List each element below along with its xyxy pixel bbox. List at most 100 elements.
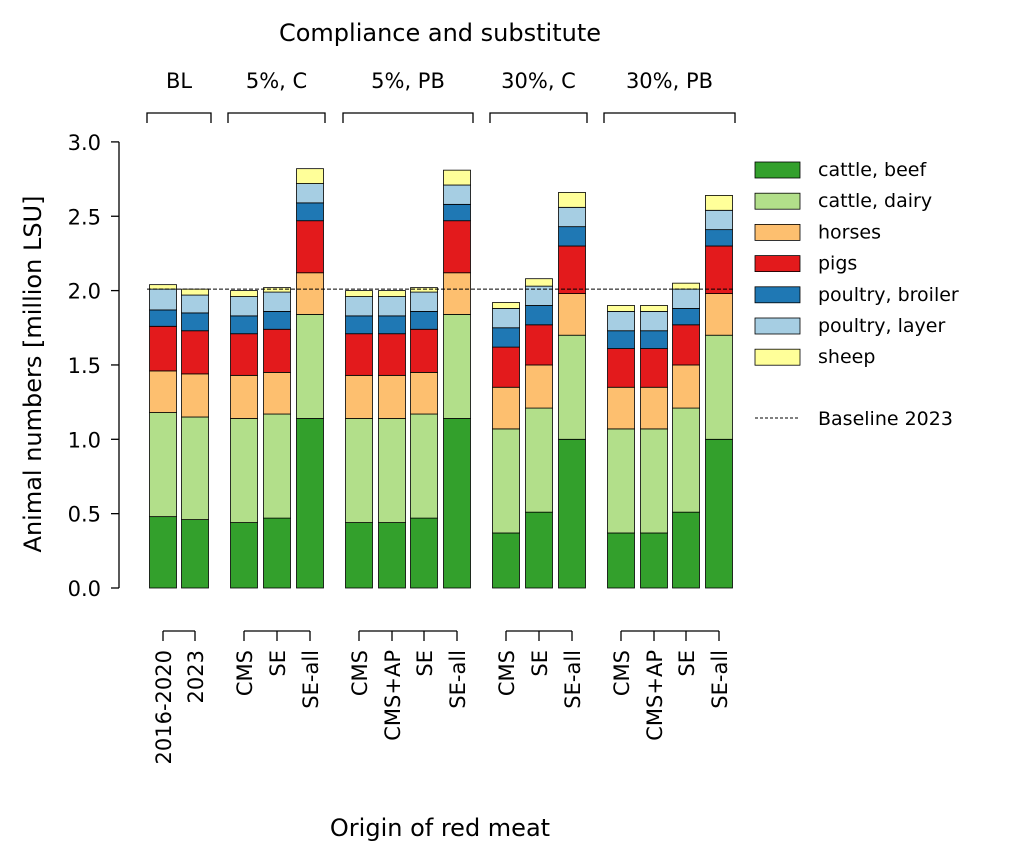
x-tick-label: SE bbox=[528, 650, 552, 677]
y-tick-label: 1.5 bbox=[68, 354, 101, 378]
y-axis-label: Animal numbers [million LSU] bbox=[19, 196, 47, 553]
bar-segment-horses bbox=[607, 386, 635, 430]
bar-segment-cattle-dairy bbox=[378, 418, 406, 523]
bar-segment-sheep bbox=[149, 284, 177, 290]
bar-segment-cattle-beef bbox=[607, 532, 635, 589]
bar-segment-cattle-beef bbox=[672, 511, 700, 589]
bar-segment-horses bbox=[263, 371, 291, 415]
legend-swatch bbox=[754, 223, 801, 241]
bar-segment-pigs bbox=[263, 328, 291, 373]
bar-segment-cattle-beef bbox=[492, 532, 520, 589]
bar-segment-sheep bbox=[263, 287, 291, 293]
bar-segment-cattle-beef bbox=[558, 438, 586, 589]
bar-segment-poultry-layer bbox=[181, 294, 209, 314]
bar-segment-cattle-dairy bbox=[263, 413, 291, 519]
bar-segment-horses bbox=[443, 272, 471, 315]
bar-segment-pigs bbox=[607, 348, 635, 388]
y-tick-label: 0.0 bbox=[68, 577, 101, 601]
x-tick-label: SE bbox=[675, 650, 699, 677]
bar-segment-poultry-layer bbox=[149, 288, 177, 311]
bar-segment-cattle-beef bbox=[149, 516, 177, 589]
bar-segment-poultry-broiler bbox=[607, 330, 635, 349]
bar-segment-cattle-beef bbox=[705, 438, 733, 589]
legend-label: poultry, layer bbox=[818, 315, 945, 337]
bar-segment-pigs bbox=[640, 348, 668, 388]
x-axis-label: Origin of red meat bbox=[330, 814, 550, 842]
bar-segment-pigs bbox=[672, 324, 700, 366]
bar-segment-poultry-layer bbox=[607, 311, 635, 332]
bar-segment-poultry-layer bbox=[705, 209, 733, 231]
bar-segment-pigs bbox=[149, 325, 177, 372]
bar-segment-cattle-beef bbox=[640, 532, 668, 589]
bar-segment-horses bbox=[640, 386, 668, 430]
bar-segment-cattle-dairy bbox=[705, 334, 733, 440]
bar-segment-poultry-broiler bbox=[640, 330, 668, 349]
legend-baseline-label: Baseline 2023 bbox=[818, 408, 953, 430]
bar-segment-pigs bbox=[181, 330, 209, 375]
group-label: 30%, C bbox=[501, 69, 576, 93]
y-tick-label: 2.5 bbox=[68, 205, 101, 229]
bar-segment-horses bbox=[705, 293, 733, 336]
bar-segment-horses bbox=[558, 293, 586, 336]
bar-segment-poultry-broiler bbox=[296, 202, 324, 222]
legend-label: cattle, beef bbox=[818, 159, 927, 181]
bar-segment-poultry-layer bbox=[492, 308, 520, 329]
x-tick-label: SE bbox=[266, 650, 290, 677]
bar-segment-sheep bbox=[296, 168, 324, 184]
bar-segment-pigs bbox=[525, 324, 553, 366]
bar-segment-horses bbox=[345, 374, 373, 419]
bar-segment-poultry-broiler bbox=[672, 308, 700, 326]
bar-segment-cattle-dairy bbox=[345, 418, 373, 523]
bar-segment-poultry-layer bbox=[410, 291, 438, 312]
bar-segment-poultry-broiler bbox=[345, 315, 373, 335]
legend-label: sheep bbox=[818, 346, 875, 368]
bar-segment-poultry-layer bbox=[672, 288, 700, 309]
group-label: 5%, C bbox=[246, 69, 307, 93]
bar-segment-poultry-broiler bbox=[149, 309, 177, 327]
bar-segment-pigs bbox=[492, 346, 520, 388]
group-bracket bbox=[146, 112, 212, 123]
bar-segment-poultry-layer bbox=[345, 296, 373, 317]
bar-segment-poultry-broiler bbox=[410, 311, 438, 330]
group-bracket bbox=[342, 112, 474, 123]
bar-segment-sheep bbox=[558, 192, 586, 208]
legend-swatch bbox=[754, 317, 801, 335]
x-tick-label: CMS+AP bbox=[643, 650, 667, 741]
x-tick-label: CMS+AP bbox=[381, 650, 405, 741]
bar-segment-poultry-layer bbox=[378, 296, 406, 317]
bar-segment-pigs bbox=[296, 220, 324, 274]
x-axis: 2016-2020 2023 CMS SE SE-all CMS CMS+AP SE SE-al… bbox=[152, 630, 732, 764]
y-tick-label: 3.0 bbox=[68, 131, 101, 155]
legend-swatch bbox=[754, 161, 801, 179]
group-label: BL bbox=[166, 69, 192, 93]
bar-segment-pigs bbox=[378, 333, 406, 376]
bar-segment-horses bbox=[181, 373, 209, 418]
bar-segment-sheep bbox=[640, 305, 668, 312]
bar-segment-cattle-dairy bbox=[640, 428, 668, 534]
x-tick-label: SE bbox=[413, 650, 437, 677]
bar-segment-poultry-broiler bbox=[443, 203, 471, 222]
bar-segment-sheep bbox=[410, 287, 438, 293]
group-label: 30%, PB bbox=[626, 69, 713, 93]
bar-segment-cattle-dairy bbox=[525, 407, 553, 513]
x-tick-label: SE-all bbox=[299, 650, 323, 709]
bar-segment-cattle-dairy bbox=[296, 313, 324, 419]
bar-segment-horses bbox=[672, 364, 700, 409]
x-tick-label: CMS bbox=[610, 650, 634, 696]
bar-segment-horses bbox=[296, 272, 324, 315]
x-tick-label: SE-all bbox=[708, 650, 732, 709]
group-bracket bbox=[603, 112, 736, 123]
bar-segment-horses bbox=[378, 374, 406, 419]
group-label: 5%, PB bbox=[371, 69, 445, 93]
bar-segment-cattle-dairy bbox=[443, 313, 471, 419]
bar-segment-pigs bbox=[443, 220, 471, 274]
bar-segment-cattle-beef bbox=[443, 418, 471, 589]
bar-segment-horses bbox=[492, 386, 520, 430]
bar-segment-horses bbox=[410, 371, 438, 415]
legend-label: pigs bbox=[818, 253, 857, 275]
bar-segment-sheep bbox=[230, 290, 258, 297]
bar-segment-sheep bbox=[181, 288, 209, 296]
bar-segment-poultry-broiler bbox=[525, 305, 553, 326]
bar-segment-cattle-beef bbox=[378, 522, 406, 589]
bar-segment-cattle-dairy bbox=[181, 416, 209, 520]
